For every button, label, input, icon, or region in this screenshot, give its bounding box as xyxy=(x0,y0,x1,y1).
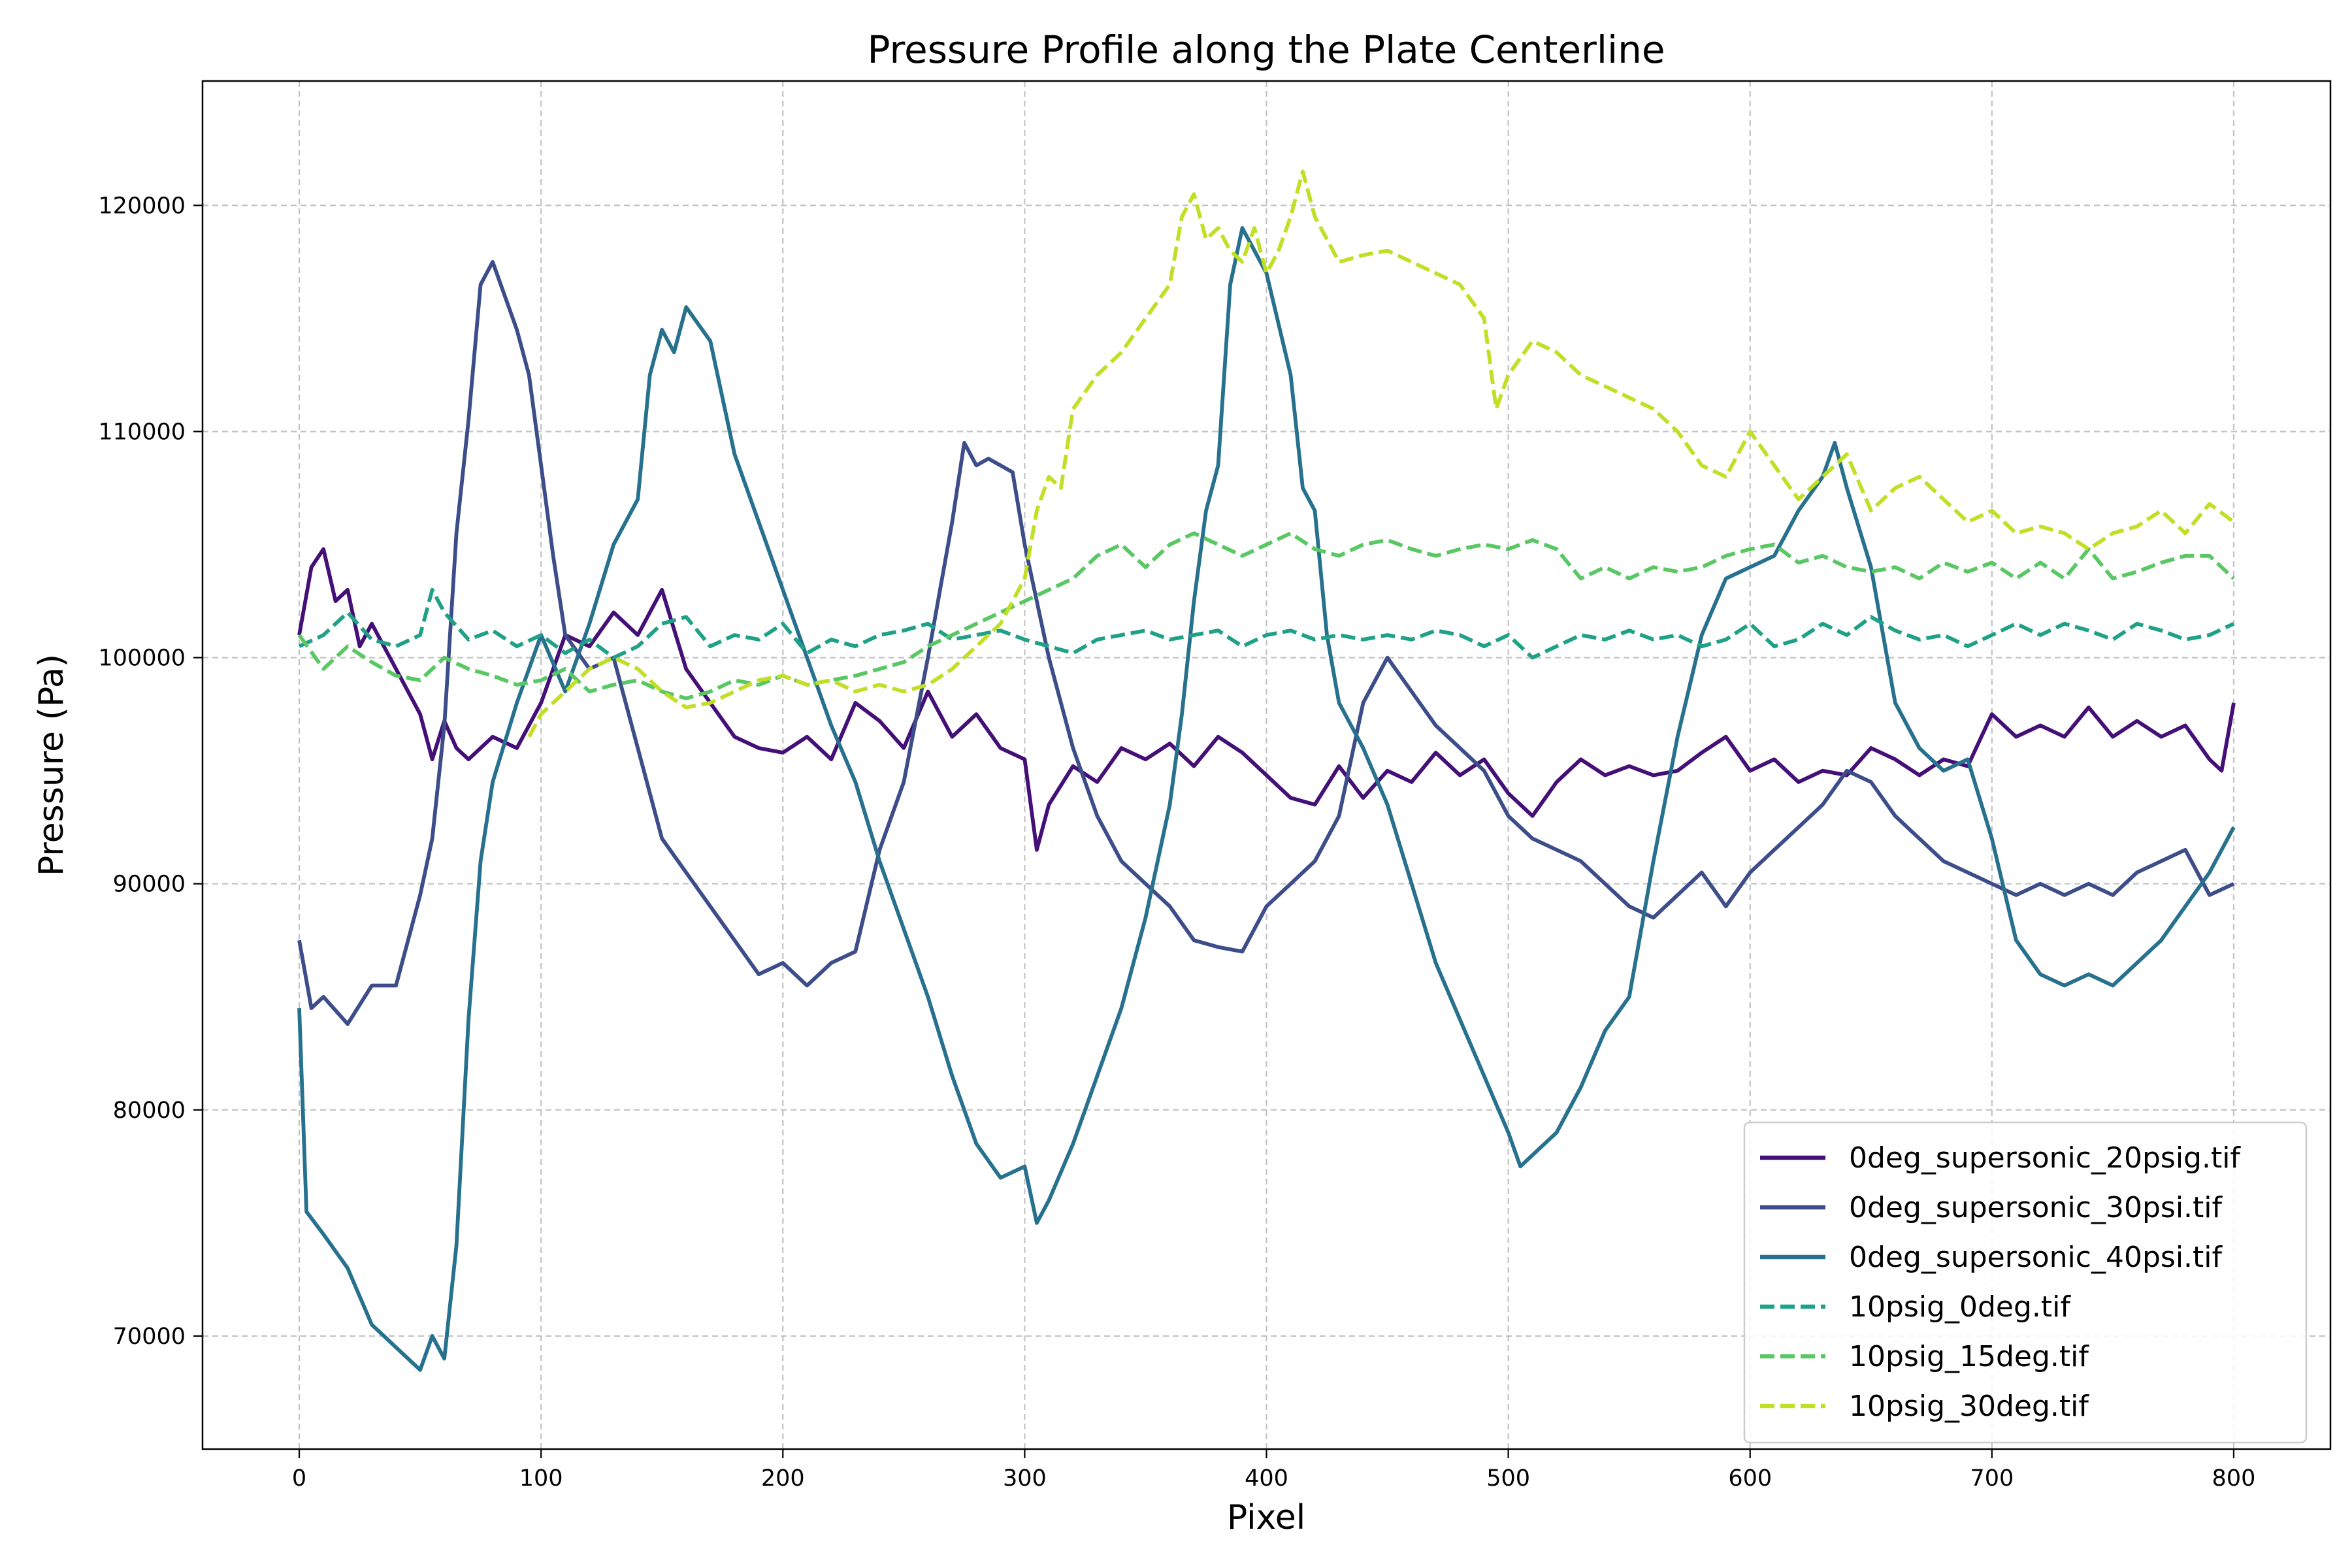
legend-label: 0deg_supersonic_20psig.tif xyxy=(1849,1141,2241,1175)
y-tick-label: 100000 xyxy=(98,645,186,672)
legend-label: 10psig_0deg.tif xyxy=(1849,1290,2071,1324)
legend-box xyxy=(1743,1121,2308,1444)
legend-label: 0deg_supersonic_30psi.tif xyxy=(1849,1191,2223,1224)
y-tick-label: 70000 xyxy=(113,1324,186,1350)
legend-label: 10psig_30deg.tif xyxy=(1849,1390,2089,1423)
x-tick-label: 300 xyxy=(1003,1465,1047,1492)
x-tick-label: 600 xyxy=(1728,1465,1772,1492)
legend-label: 0deg_supersonic_40psi.tif xyxy=(1849,1241,2223,1274)
legend-label: 10psig_15deg.tif xyxy=(1849,1340,2089,1373)
x-tick-label: 100 xyxy=(519,1465,563,1492)
chart-title: Pressure Profile along the Plate Centerl… xyxy=(867,27,1665,72)
series-lines xyxy=(297,169,2236,1372)
x-tick-label: 200 xyxy=(761,1465,805,1492)
y-tick-label: 90000 xyxy=(113,872,186,898)
y-tick-label: 80000 xyxy=(113,1098,186,1124)
series-line xyxy=(297,531,2235,700)
x-tick-label: 500 xyxy=(1486,1465,1530,1492)
legend: 0deg_supersonic_20psig.tif 0deg_supersoni… xyxy=(1743,1121,2308,1444)
axis-ticks: 0 100 200 300 400 500 600 700 800 70000 80000 90000… xyxy=(98,193,2255,1492)
series-line xyxy=(297,547,2236,852)
series-line xyxy=(297,226,2236,1372)
series-line xyxy=(298,587,2235,660)
y-axis-label: Pressure (Pa) xyxy=(32,654,71,876)
x-axis-label: Pixel xyxy=(1227,1498,1305,1537)
y-tick-label: 120000 xyxy=(98,193,186,219)
x-tick-label: 400 xyxy=(1245,1465,1288,1492)
x-tick-label: 0 xyxy=(292,1465,306,1492)
y-tick-label: 110000 xyxy=(98,419,186,445)
x-tick-label: 700 xyxy=(1970,1465,2014,1492)
x-tick-label: 800 xyxy=(2212,1465,2256,1492)
series-line xyxy=(527,169,2235,738)
series-line xyxy=(297,260,2235,1026)
